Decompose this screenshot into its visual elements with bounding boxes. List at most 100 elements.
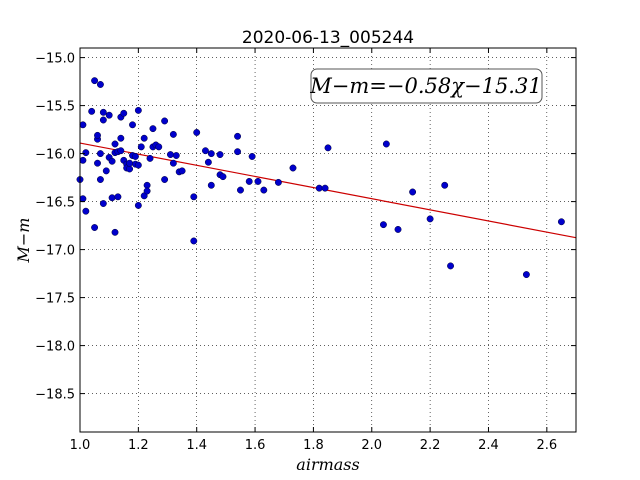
data-point <box>522 271 530 279</box>
fit-line-group <box>79 142 577 239</box>
data-point <box>102 167 110 175</box>
data-point <box>120 109 128 117</box>
data-point <box>161 176 169 183</box>
data-point <box>441 181 449 189</box>
data-point <box>426 215 434 223</box>
x-tick-label: 1.0 <box>70 438 91 453</box>
x-tick-label: 2.0 <box>361 438 382 453</box>
data-point <box>82 149 90 157</box>
data-point <box>114 193 122 201</box>
data-point <box>94 159 101 167</box>
data-point <box>129 121 136 129</box>
data-point <box>96 150 104 158</box>
data-point <box>254 177 262 185</box>
data-point <box>207 181 215 189</box>
data-point <box>126 165 134 173</box>
equation-annotation: M−m=−0.58χ−15.31 <box>309 74 541 98</box>
data-point <box>207 150 215 158</box>
data-point <box>79 195 87 203</box>
data-point <box>245 177 253 185</box>
data-point <box>190 193 198 201</box>
data-point <box>137 143 145 151</box>
x-tick-labels: 1.0 1.2 1.4 1.6 1.8 2.0 2.2 2.4 2.6 <box>70 438 558 453</box>
data-point <box>289 164 297 172</box>
data-point <box>248 153 256 160</box>
y-tick-label: −18.5 <box>35 388 75 403</box>
data-point <box>193 129 201 136</box>
data-point <box>234 148 242 156</box>
ticks <box>79 48 576 432</box>
x-tick-label: 1.8 <box>303 438 324 453</box>
data-point <box>557 218 565 226</box>
data-point <box>315 184 323 192</box>
data-point <box>108 157 116 165</box>
data-point <box>117 147 125 155</box>
y-axis-label: M−m <box>14 218 33 264</box>
data-point <box>91 224 99 231</box>
y-tick-label: −16.0 <box>35 148 75 163</box>
data-point <box>169 159 177 167</box>
data-point <box>394 225 402 233</box>
x-tick-label: 1.2 <box>128 438 149 453</box>
y-tick-label: −16.5 <box>35 196 75 211</box>
data-point <box>219 173 227 181</box>
y-tick-label: −15.5 <box>35 100 75 115</box>
data-point <box>131 153 139 160</box>
y-tick-label: −18.0 <box>35 340 75 355</box>
x-tick-label: 2.6 <box>536 438 557 453</box>
data-point <box>134 106 142 114</box>
data-points <box>76 77 565 279</box>
data-point <box>202 147 209 155</box>
data-point <box>155 143 163 151</box>
equation-box: M−m=−0.58χ−15.31 <box>309 68 543 104</box>
x-axis-label: airmass <box>296 455 359 474</box>
data-point <box>190 237 198 245</box>
data-point <box>134 161 142 169</box>
data-point <box>105 111 113 119</box>
data-point <box>143 187 151 195</box>
data-point <box>111 228 119 236</box>
plot-background <box>80 48 576 432</box>
data-point <box>126 159 134 167</box>
data-point <box>96 176 104 183</box>
data-point <box>143 181 151 189</box>
y-tick-label: −17.0 <box>35 244 75 259</box>
data-point <box>274 178 282 186</box>
data-point <box>117 134 125 142</box>
data-point <box>216 151 224 159</box>
x-tick-label: 1.4 <box>186 438 207 453</box>
data-point <box>146 154 154 162</box>
data-point <box>409 188 417 196</box>
data-point <box>161 117 169 125</box>
data-point <box>99 116 107 124</box>
plot-frame <box>79 47 577 433</box>
y-tick-labels: −15.0 −15.5 −16.0 −16.5 −17.0 −17.5 −18.0 −18.5 <box>35 52 75 403</box>
x-tick-label: 1.6 <box>245 438 266 453</box>
data-point <box>82 207 90 215</box>
data-point <box>99 200 107 207</box>
data-point <box>94 131 101 139</box>
data-point <box>169 130 177 138</box>
data-point <box>447 262 454 270</box>
data-point <box>166 151 174 159</box>
data-point <box>140 134 148 142</box>
data-point <box>149 125 157 133</box>
chart-title: 2020-06-13_005244 <box>242 28 414 48</box>
data-point <box>234 132 242 140</box>
x-tick-label: 2.2 <box>420 438 441 453</box>
data-point <box>260 186 268 194</box>
data-point <box>108 194 116 202</box>
y-tick-label: −15.0 <box>35 52 75 67</box>
data-point <box>79 156 87 164</box>
data-point <box>79 121 87 129</box>
data-point <box>111 140 119 148</box>
data-point <box>382 140 390 148</box>
data-point <box>178 167 186 175</box>
x-tick-label: 2.4 <box>478 438 499 453</box>
data-point <box>321 184 329 192</box>
data-point <box>88 107 96 115</box>
equation-box-frame <box>310 68 543 104</box>
data-point <box>204 158 212 166</box>
data-point <box>99 108 107 116</box>
